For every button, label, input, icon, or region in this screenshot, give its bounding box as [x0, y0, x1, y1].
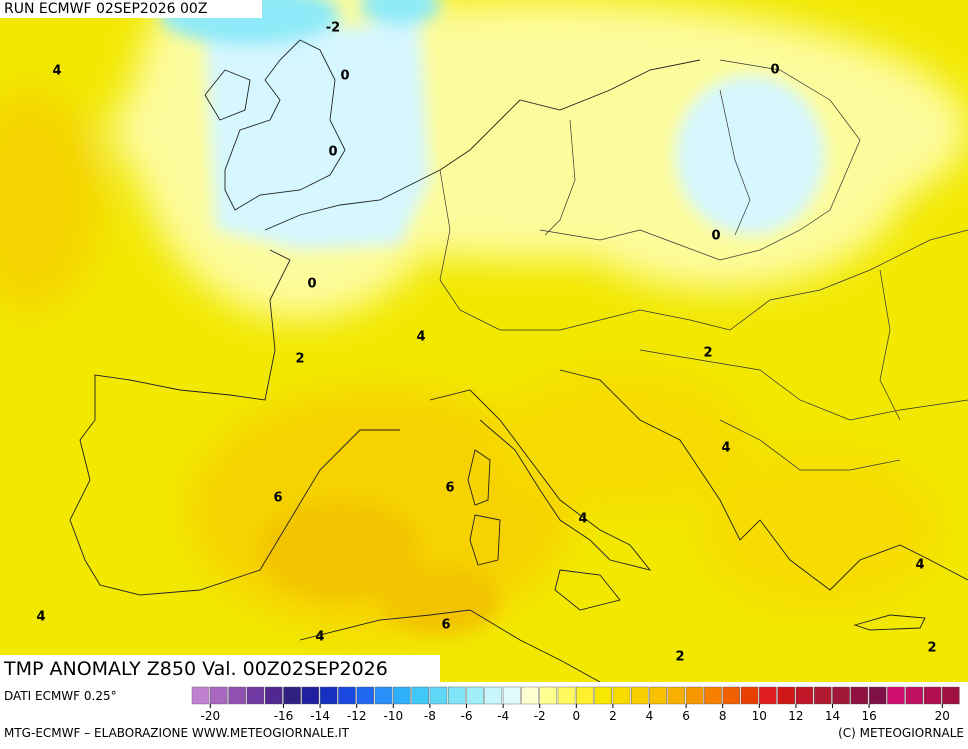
colorbar-swatch: [521, 686, 539, 705]
colorbar-swatch: [228, 686, 246, 705]
contour-label: 4: [315, 630, 324, 645]
colorbar-swatch: [557, 686, 576, 705]
colorbar-swatch: [868, 686, 887, 705]
run-header: RUN ECMWF 02SEP2026 00Z: [4, 1, 207, 17]
contour-label: 4: [36, 610, 45, 625]
colorbar-tick-label: -16: [274, 709, 294, 723]
contour-label: 4: [52, 64, 61, 79]
contour-label: 6: [441, 618, 450, 633]
header-box: [0, 0, 262, 18]
colorbar-tick-label: 8: [719, 709, 727, 723]
contour-label: -2: [326, 21, 340, 36]
colorbar-swatch: [210, 686, 228, 705]
title-box: [0, 655, 440, 682]
contour-label: 4: [416, 330, 425, 345]
colorbar-swatch: [411, 686, 429, 705]
colorbar-swatch: [832, 686, 850, 705]
colorbar-swatch: [448, 686, 466, 705]
colorbar-swatch: [576, 686, 594, 705]
colorbar-swatch: [393, 686, 411, 705]
copyright-note: (C) METEOGIORNALE: [838, 726, 964, 740]
contour-label: 0: [307, 277, 316, 292]
colorbar-swatch: [777, 686, 795, 705]
colorbar-tick-label: 6: [682, 709, 690, 723]
contour-label: 6: [445, 481, 454, 496]
colorbar-swatch: [539, 686, 558, 705]
colorbar-tick-label: -2: [534, 709, 546, 723]
colorbar-tick-label: -20: [200, 709, 220, 723]
colorbar-tick-label: 10: [752, 709, 767, 723]
colorbar-tick-label: -12: [347, 709, 367, 723]
colorbar-tick-label: 2: [609, 709, 617, 723]
colorbar-swatch: [740, 686, 759, 705]
colorbar-tick-label: -14: [310, 709, 330, 723]
colorbar-tick-label: 14: [825, 709, 840, 723]
colorbar-swatch: [685, 686, 704, 705]
colorbar-tick-label: -10: [383, 709, 403, 723]
colorbar-swatch: [612, 686, 631, 705]
colorbar-swatch: [356, 686, 375, 705]
colorbar-swatch: [704, 686, 722, 705]
contour-label: 0: [328, 145, 337, 160]
colorbar-swatch: [667, 686, 686, 705]
anomaly-field: [0, 0, 968, 682]
contour-labels: -2 0 4 0 0 0 0 4 2 2 4 6 6 4 4 4 4 6 2 2: [36, 21, 936, 665]
colorbar-swatch: [631, 686, 649, 705]
source-note: DATI ECMWF 0.25°: [4, 689, 117, 703]
colorbar-tick-label: 16: [861, 709, 876, 723]
colorbar-swatch: [502, 686, 521, 705]
contour-label: 0: [711, 229, 720, 244]
colorbar-tick-label: -8: [424, 709, 436, 723]
colorbar-tick-label: -6: [461, 709, 473, 723]
colorbar-swatch: [319, 686, 338, 705]
colorbar-swatch: [374, 686, 393, 705]
colorbar-swatch: [594, 686, 612, 705]
colorbar-swatch: [246, 686, 265, 705]
colorbar-swatch: [942, 686, 960, 705]
colorbar-tick-label: 4: [646, 709, 654, 723]
contour-label: 4: [915, 558, 924, 573]
colorbar-swatch: [429, 686, 448, 705]
contour-label: 0: [340, 69, 349, 84]
colorbar-swatch: [338, 686, 356, 705]
colorbar-swatch: [301, 686, 320, 705]
colorbar-tick-label: 20: [935, 709, 950, 723]
contour-label: 2: [675, 650, 684, 665]
colorbar-swatch: [905, 686, 924, 705]
colorbar-swatch: [759, 686, 777, 705]
colorbar-swatch: [466, 686, 484, 705]
contour-label: 2: [927, 641, 936, 656]
colorbar-swatch: [191, 686, 210, 705]
colorbar-swatch: [814, 686, 832, 705]
colorbar: -20 -16 -14 -12 -10 -8 -6 -4 -2 0 2 4 6 8 10 12 14 16 20: [191, 686, 960, 723]
colorbar-tick-label: 0: [572, 709, 580, 723]
colorbar-swatch: [649, 686, 667, 705]
colorbar-swatch: [722, 686, 741, 705]
colorbar-swatch: [850, 686, 869, 705]
contour-label: 4: [578, 512, 587, 527]
colorbar-tick-label: 12: [788, 709, 803, 723]
colorbar-swatch: [265, 686, 283, 705]
map-title: TMP ANOMALY Z850 Val. 00Z02SEP2026: [3, 658, 388, 680]
credit-note: MTG-ECMWF – ELABORAZIONE WWW.METEOGIORNA…: [4, 726, 350, 740]
colorbar-swatch: [283, 686, 301, 705]
colorbar-swatch: [923, 686, 942, 705]
contour-label: 4: [721, 441, 730, 456]
contour-label: 2: [295, 352, 304, 367]
contour-label: 6: [273, 491, 282, 506]
colorbar-swatch: [887, 686, 905, 705]
colorbar-tick-label: -4: [497, 709, 509, 723]
colorbar-swatch: [795, 686, 814, 705]
colorbar-swatch: [484, 686, 503, 705]
contour-label: 0: [770, 63, 779, 78]
contour-label: 2: [703, 346, 712, 361]
